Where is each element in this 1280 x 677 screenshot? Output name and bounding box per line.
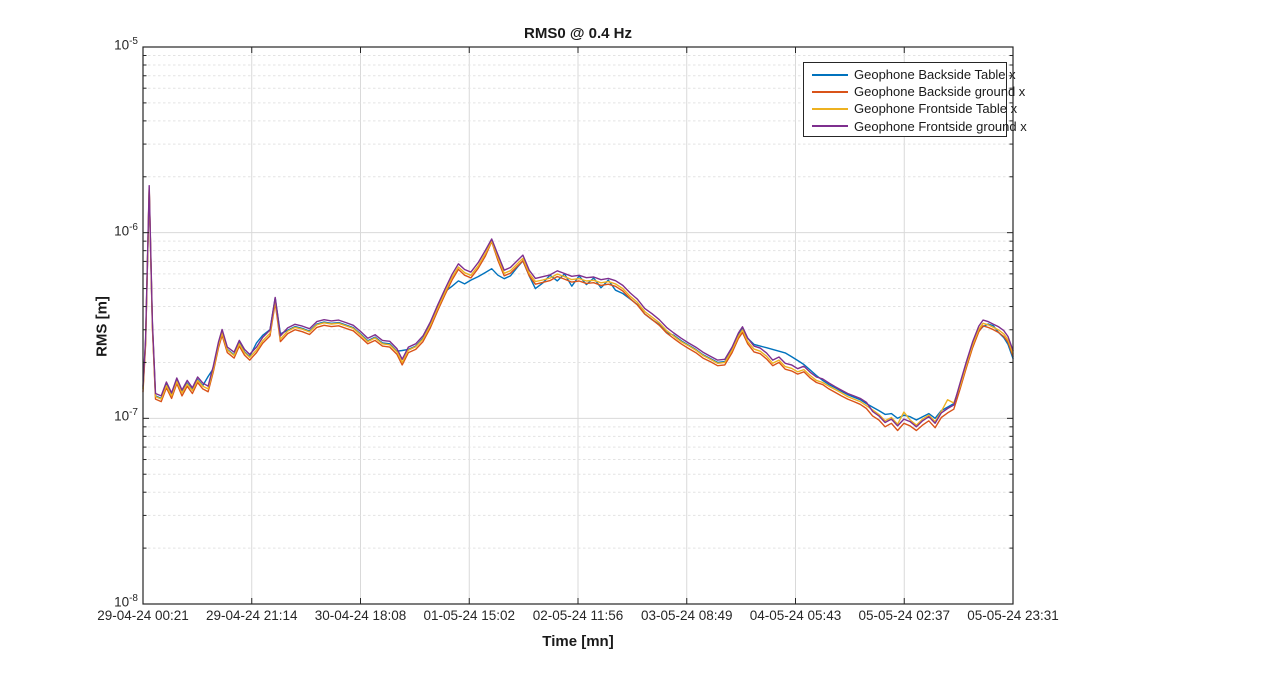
legend-line-sample-purple [812, 125, 848, 128]
legend-item-frontside-ground: Geophone Frontside ground x [812, 118, 1027, 135]
legend-item-backside-table: Geophone Backside Table x [812, 66, 1016, 83]
x-tick-label: 29-04-24 00:21 [97, 608, 189, 623]
y-tick-label: 10-5 [114, 36, 138, 53]
x-tick-label: 30-04-24 18:08 [314, 608, 407, 623]
x-tick-label: 01-05-24 15:02 [423, 608, 516, 623]
y-tick-label: 10-6 [114, 221, 138, 239]
legend-line-sample-yellow [812, 107, 848, 111]
legend-item-backside-ground: Geophone Backside ground x [812, 83, 1025, 100]
legend-label: Geophone Frontside ground x [854, 118, 1027, 134]
x-axis-label: Time [mn] [542, 633, 614, 650]
x-tick-label: 05-05-24 23:31 [967, 608, 1059, 623]
y-tick-label: 10-7 [114, 407, 138, 424]
x-tick-label: 04-05-24 05:43 [749, 608, 842, 623]
legend: Geophone Backside Table x Geophone Backs… [803, 62, 1027, 137]
x-tick-label: 29-04-24 21:14 [205, 608, 298, 623]
y-tick-label: 10-8 [114, 593, 138, 610]
legend-label: Geophone Backside ground x [854, 84, 1026, 100]
chart-title: RMS0 @ 0.4 Hz [524, 25, 632, 42]
legend-line-sample-orange [812, 90, 848, 93]
x-tick-label: 05-05-24 02:37 [858, 608, 951, 623]
legend-line-sample-blue [812, 73, 848, 76]
x-tick-label: 02-05-24 11:56 [532, 608, 624, 623]
legend-item-frontside-table: Geophone Frontside Table x [812, 100, 1017, 117]
x-tick-label: 03-05-24 08:49 [640, 608, 733, 623]
legend-label: Geophone Frontside Table x [854, 101, 1018, 117]
legend-label: Geophone Backside Table x [854, 67, 1016, 83]
